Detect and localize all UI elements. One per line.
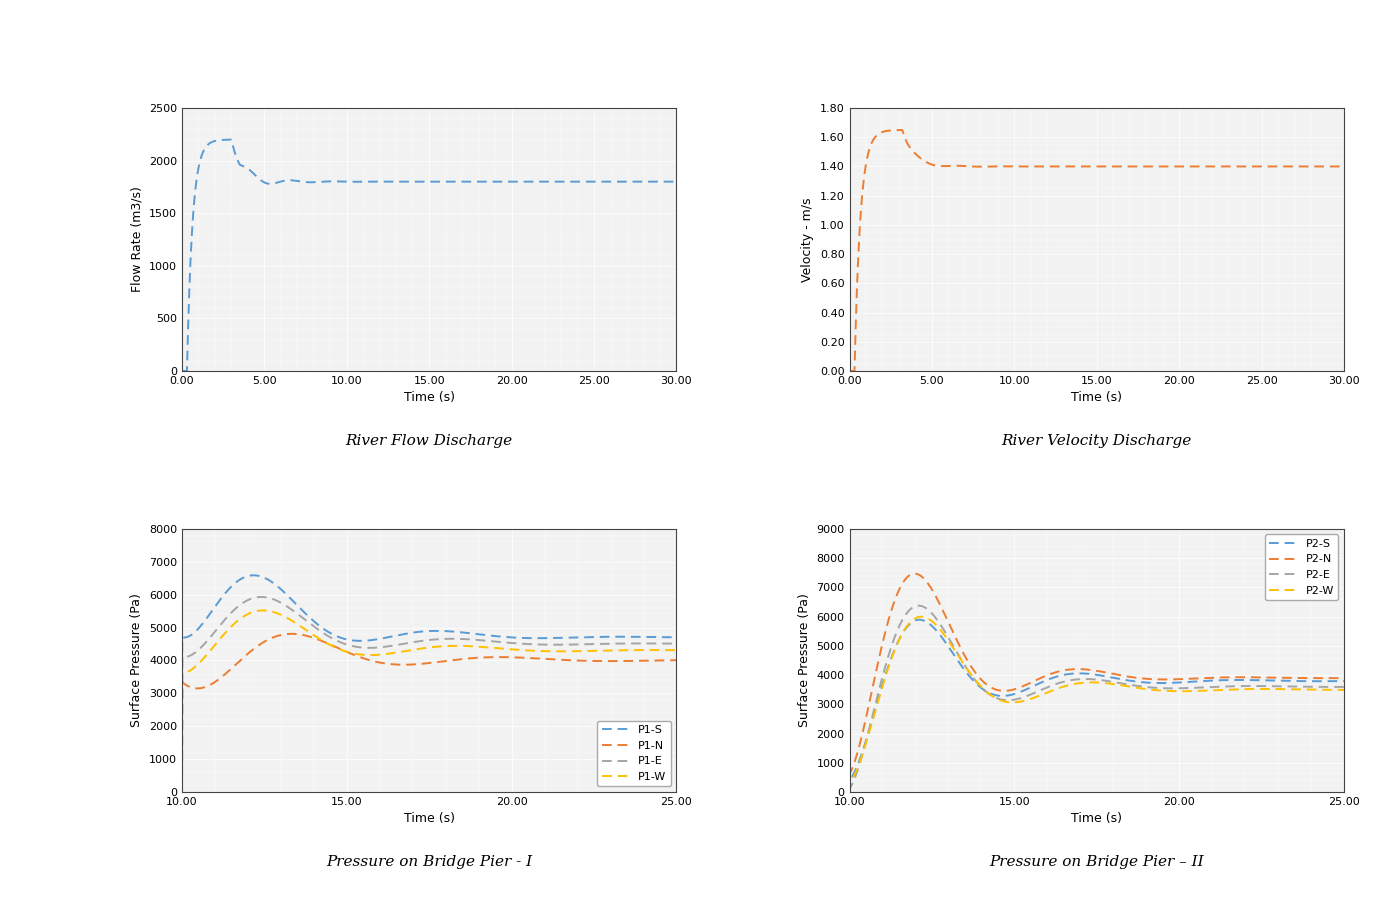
P1-S bbox=[402, 627, 419, 638]
P2-N bbox=[1322, 673, 1338, 684]
P2-N bbox=[1082, 664, 1099, 675]
P1-S bbox=[174, 787, 190, 797]
P2-E bbox=[1336, 681, 1352, 692]
Y-axis label: Flow Rate (m3/s): Flow Rate (m3/s) bbox=[130, 186, 143, 292]
P2-S bbox=[1322, 676, 1338, 687]
P2-E bbox=[1322, 681, 1338, 692]
P2-E bbox=[867, 701, 883, 712]
P2-N bbox=[1231, 671, 1247, 682]
P2-W bbox=[1322, 684, 1338, 695]
Line: P2-E: P2-E bbox=[850, 606, 1344, 792]
P2-S bbox=[1322, 676, 1338, 687]
P2-N bbox=[1336, 672, 1352, 683]
P2-W bbox=[913, 611, 930, 622]
P1-E bbox=[654, 638, 671, 649]
P2-E bbox=[1322, 681, 1338, 692]
P1-N bbox=[654, 655, 671, 666]
P2-W bbox=[1068, 678, 1085, 688]
P1-N bbox=[402, 659, 419, 670]
Text: Pressure on Bridge Pier – II: Pressure on Bridge Pier – II bbox=[990, 855, 1204, 869]
P1-E bbox=[174, 787, 190, 797]
P2-E bbox=[1068, 674, 1085, 685]
Legend: P1-S, P1-N, P1-E, P1-W: P1-S, P1-N, P1-E, P1-W bbox=[598, 721, 671, 787]
Line: P2-S: P2-S bbox=[850, 620, 1344, 792]
X-axis label: Time (s): Time (s) bbox=[1071, 392, 1123, 404]
P1-S bbox=[654, 632, 671, 643]
P1-N bbox=[174, 787, 190, 797]
P1-W bbox=[654, 644, 671, 655]
Line: P1-E: P1-E bbox=[182, 597, 676, 792]
P1-S bbox=[654, 632, 671, 643]
P1-E bbox=[668, 638, 685, 649]
P1-S bbox=[414, 626, 431, 637]
X-axis label: Time (s): Time (s) bbox=[1071, 813, 1123, 825]
P1-E bbox=[402, 637, 419, 648]
P1-N bbox=[283, 628, 300, 639]
P1-E bbox=[654, 638, 671, 649]
P2-S bbox=[911, 615, 928, 626]
X-axis label: Time (s): Time (s) bbox=[403, 813, 455, 825]
P2-W bbox=[1336, 685, 1352, 696]
Y-axis label: Velocity - m/s: Velocity - m/s bbox=[801, 197, 815, 282]
P2-N bbox=[841, 787, 858, 797]
P1-W bbox=[255, 605, 272, 616]
P1-N bbox=[668, 655, 685, 666]
P2-S bbox=[1231, 675, 1247, 686]
P1-W bbox=[563, 646, 580, 657]
Text: River Flow Discharge: River Flow Discharge bbox=[346, 434, 512, 448]
Line: P1-N: P1-N bbox=[182, 634, 676, 792]
P2-S bbox=[867, 706, 883, 716]
P2-N bbox=[867, 672, 883, 683]
P1-E bbox=[199, 635, 216, 646]
P1-W bbox=[199, 649, 216, 660]
P1-W bbox=[654, 644, 671, 655]
P2-W bbox=[867, 707, 883, 718]
P2-W bbox=[841, 787, 858, 797]
Y-axis label: Surface Pressure (Pa): Surface Pressure (Pa) bbox=[798, 593, 811, 727]
P2-E bbox=[1231, 680, 1247, 691]
Y-axis label: Surface Pressure (Pa): Surface Pressure (Pa) bbox=[130, 593, 143, 727]
Text: River Velocity Discharge: River Velocity Discharge bbox=[1001, 434, 1191, 448]
P1-S bbox=[199, 612, 216, 623]
P2-E bbox=[1082, 674, 1099, 685]
P2-W bbox=[1231, 684, 1247, 695]
P2-E bbox=[841, 787, 858, 797]
P2-S bbox=[1336, 676, 1352, 687]
P2-W bbox=[1322, 684, 1338, 695]
Line: P2-W: P2-W bbox=[850, 616, 1344, 792]
X-axis label: Time (s): Time (s) bbox=[403, 392, 455, 404]
P2-S bbox=[1068, 668, 1085, 679]
P2-N bbox=[906, 568, 923, 579]
P1-S bbox=[563, 632, 580, 643]
P1-S bbox=[245, 570, 262, 580]
P1-N bbox=[563, 655, 580, 666]
P1-N bbox=[414, 658, 431, 669]
Line: P2-N: P2-N bbox=[850, 573, 1344, 792]
P2-N bbox=[1068, 663, 1085, 674]
P2-S bbox=[841, 787, 858, 797]
P1-S bbox=[668, 632, 685, 643]
Line: P1-W: P1-W bbox=[182, 610, 676, 792]
P2-W bbox=[1082, 677, 1099, 688]
P1-W bbox=[414, 643, 431, 653]
Legend: P2-S, P2-N, P2-E, P2-W: P2-S, P2-N, P2-E, P2-W bbox=[1264, 535, 1338, 600]
P1-W bbox=[668, 644, 685, 655]
P1-W bbox=[402, 645, 419, 656]
P1-E bbox=[563, 639, 580, 650]
P2-E bbox=[910, 600, 927, 611]
P1-W bbox=[174, 787, 190, 797]
P1-N bbox=[654, 655, 671, 666]
P1-E bbox=[253, 591, 270, 602]
P1-E bbox=[414, 635, 431, 646]
P1-N bbox=[199, 680, 216, 691]
Text: Pressure on Bridge Pier - I: Pressure on Bridge Pier - I bbox=[326, 855, 532, 869]
P2-S bbox=[1082, 669, 1099, 680]
Line: P1-S: P1-S bbox=[182, 575, 676, 792]
P2-N bbox=[1322, 673, 1338, 684]
